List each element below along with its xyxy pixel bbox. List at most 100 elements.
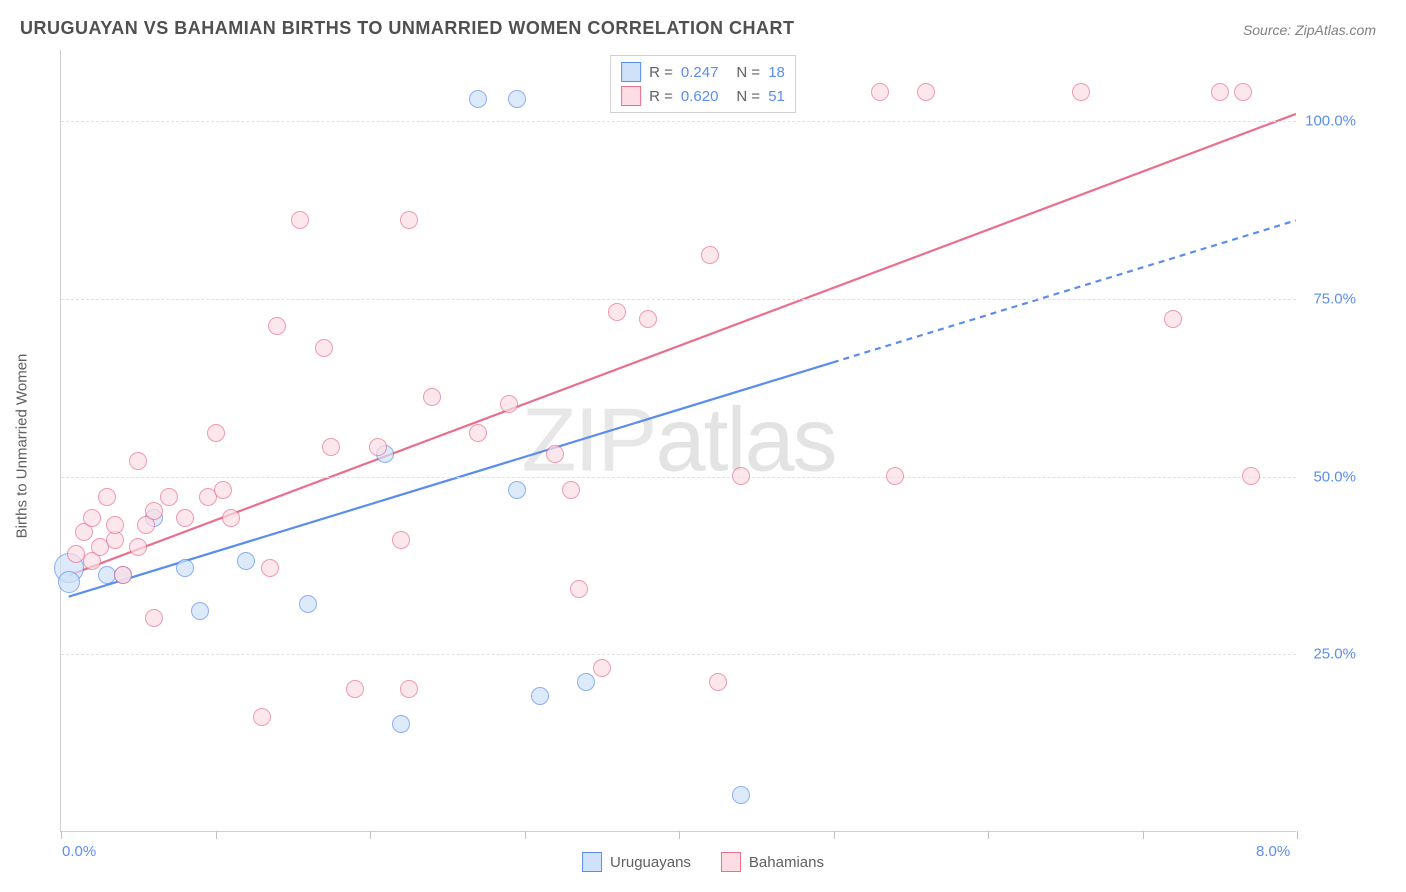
data-point xyxy=(608,303,626,321)
n-value-uruguayans: 18 xyxy=(768,64,785,81)
n-label: N = xyxy=(736,64,760,81)
y-tick-label: 25.0% xyxy=(1313,646,1356,663)
x-tick xyxy=(370,831,371,839)
gridline xyxy=(61,299,1296,300)
data-point xyxy=(160,488,178,506)
data-point xyxy=(871,83,889,101)
data-point xyxy=(400,680,418,698)
data-point xyxy=(114,566,132,584)
data-point xyxy=(593,659,611,677)
data-point xyxy=(709,673,727,691)
data-point xyxy=(1234,83,1252,101)
n-label: N = xyxy=(736,88,760,105)
data-point xyxy=(261,559,279,577)
data-point xyxy=(315,339,333,357)
r-label: R = xyxy=(649,64,673,81)
trend-lines-layer xyxy=(61,50,1296,831)
data-point xyxy=(145,609,163,627)
data-point xyxy=(423,388,441,406)
data-point xyxy=(214,481,232,499)
y-axis-label: Births to Unmarried Women xyxy=(14,354,31,539)
data-point xyxy=(701,246,719,264)
data-point xyxy=(145,502,163,520)
x-tick xyxy=(1297,831,1298,839)
data-point xyxy=(369,438,387,456)
x-tick xyxy=(679,831,680,839)
series-legend: Uruguayans Bahamians xyxy=(582,852,824,872)
data-point xyxy=(500,395,518,413)
data-point xyxy=(732,467,750,485)
trend-line xyxy=(69,114,1296,576)
data-point xyxy=(392,715,410,733)
data-point xyxy=(570,580,588,598)
data-point xyxy=(562,481,580,499)
data-point xyxy=(531,687,549,705)
gridline xyxy=(61,654,1296,655)
swatch-uruguayans xyxy=(582,852,602,872)
correlation-row-bahamians: R = 0.620 N = 51 xyxy=(621,84,785,108)
swatch-bahamians xyxy=(621,86,641,106)
data-point xyxy=(508,481,526,499)
data-point xyxy=(106,516,124,534)
x-tick xyxy=(216,831,217,839)
data-point xyxy=(98,488,116,506)
x-tick xyxy=(61,831,62,839)
data-point xyxy=(400,211,418,229)
gridline xyxy=(61,121,1296,122)
data-point xyxy=(191,602,209,620)
data-point xyxy=(299,595,317,613)
r-label: R = xyxy=(649,88,673,105)
legend-item-uruguayans: Uruguayans xyxy=(582,852,691,872)
data-point xyxy=(469,424,487,442)
swatch-bahamians xyxy=(721,852,741,872)
legend-label: Uruguayans xyxy=(610,854,691,871)
y-tick-label: 100.0% xyxy=(1305,113,1356,130)
data-point xyxy=(83,509,101,527)
legend-item-bahamians: Bahamians xyxy=(721,852,824,872)
correlation-legend: R = 0.247 N = 18 R = 0.620 N = 51 xyxy=(610,55,796,113)
data-point xyxy=(176,559,194,577)
data-point xyxy=(237,552,255,570)
y-tick-label: 75.0% xyxy=(1313,290,1356,307)
data-point xyxy=(346,680,364,698)
x-tick xyxy=(834,831,835,839)
plot-area: ZIPatlas 25.0%50.0%75.0%100.0% xyxy=(60,50,1296,832)
data-point xyxy=(291,211,309,229)
data-point xyxy=(322,438,340,456)
data-point xyxy=(1072,83,1090,101)
data-point xyxy=(222,509,240,527)
data-point xyxy=(1164,310,1182,328)
data-point xyxy=(639,310,657,328)
data-point xyxy=(469,90,487,108)
data-point xyxy=(508,90,526,108)
correlation-row-uruguayans: R = 0.247 N = 18 xyxy=(621,60,785,84)
data-point xyxy=(917,83,935,101)
data-point xyxy=(207,424,225,442)
x-tick xyxy=(1143,831,1144,839)
legend-label: Bahamians xyxy=(749,854,824,871)
data-point xyxy=(253,708,271,726)
x-tick xyxy=(525,831,526,839)
x-tick-label: 0.0% xyxy=(62,843,96,860)
chart-title: URUGUAYAN VS BAHAMIAN BIRTHS TO UNMARRIE… xyxy=(20,18,795,39)
data-point xyxy=(1242,467,1260,485)
source-attribution: Source: ZipAtlas.com xyxy=(1243,22,1376,38)
data-point xyxy=(129,452,147,470)
r-value-uruguayans: 0.247 xyxy=(681,64,719,81)
data-point xyxy=(546,445,564,463)
chart-container: URUGUAYAN VS BAHAMIAN BIRTHS TO UNMARRIE… xyxy=(0,0,1406,892)
data-point xyxy=(392,531,410,549)
data-point xyxy=(58,571,80,593)
n-value-bahamians: 51 xyxy=(768,88,785,105)
swatch-uruguayans xyxy=(621,62,641,82)
data-point xyxy=(732,786,750,804)
y-tick-label: 50.0% xyxy=(1313,468,1356,485)
data-point xyxy=(176,509,194,527)
x-tick xyxy=(988,831,989,839)
data-point xyxy=(1211,83,1229,101)
gridline xyxy=(61,477,1296,478)
data-point xyxy=(577,673,595,691)
data-point xyxy=(268,317,286,335)
trend-line xyxy=(833,220,1296,362)
data-point xyxy=(886,467,904,485)
